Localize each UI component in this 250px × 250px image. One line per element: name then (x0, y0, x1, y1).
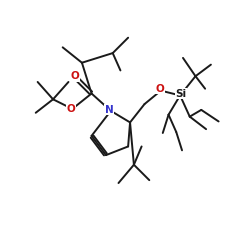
Text: N: N (105, 105, 114, 115)
Text: Si: Si (176, 88, 186, 99)
Text: O: O (156, 84, 164, 94)
Text: O: O (67, 104, 76, 114)
Text: O: O (71, 71, 80, 81)
